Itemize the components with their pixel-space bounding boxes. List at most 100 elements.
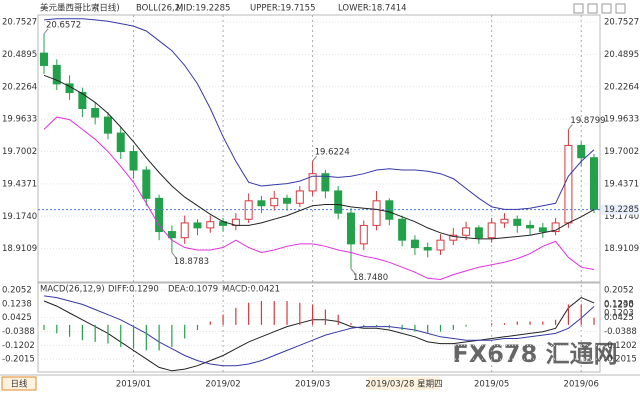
candle-body: [436, 239, 445, 251]
candle-body: [577, 144, 586, 159]
annotation-leader: [312, 155, 317, 162]
candle-body: [526, 224, 535, 229]
candle-body: [155, 197, 164, 233]
icon[interactable]: [573, 3, 584, 14]
series-line: [43, 295, 595, 367]
candle-body: [295, 190, 304, 204]
y-tick-label: 19.9633: [604, 115, 639, 125]
candle-body: [474, 227, 483, 239]
candle-body: [359, 224, 368, 245]
y-tick-label: -0.2015: [604, 355, 637, 365]
y-tick-label: 0.2052: [604, 285, 634, 295]
cursor-date: 2019/03/28 星期四: [365, 380, 442, 390]
y-tick-label: 18.9109: [604, 244, 639, 254]
series-line: [43, 74, 595, 240]
indicator-value: DEA:0.1079: [168, 285, 218, 295]
price-panel: [37, 14, 601, 283]
candle-body: [321, 173, 330, 192]
icon[interactable]: [587, 3, 598, 14]
indicator-value: MID:19.2285: [176, 4, 230, 14]
candle-body: [78, 92, 87, 110]
series-line: [43, 297, 595, 372]
icon[interactable]: [615, 3, 626, 14]
y-tick-label: 20.4895: [604, 50, 639, 60]
candle-body: [180, 222, 189, 239]
annotation-leader: [350, 268, 356, 275]
y-tick-label: -0.0388: [2, 327, 35, 337]
candle-body: [487, 222, 496, 239]
y-tick-label: 20.4895: [2, 50, 37, 60]
x-tick-label: 2019/02: [205, 380, 240, 390]
y-tick-label: -0.1202: [604, 341, 637, 351]
candle-body: [564, 144, 573, 224]
high-label: 20.6572: [46, 20, 81, 30]
watermark: FX678 汇通网: [452, 340, 617, 368]
candle-body: [346, 212, 355, 245]
annotation-leader: [171, 252, 177, 258]
chart-title: 美元墨西哥比索: [40, 3, 100, 14]
y-tick-label: 19.4371: [604, 179, 639, 189]
y-tick-label: 0.0425: [604, 313, 634, 323]
y-tick-label: 0.1238: [604, 299, 634, 309]
candle-body: [334, 190, 343, 214]
candle-body: [423, 247, 432, 251]
cursor-date-box: [368, 377, 440, 390]
last-price-label: 19.2285: [604, 205, 639, 215]
last-price-box: [601, 204, 639, 215]
annotation-leader: [43, 28, 49, 35]
y-tick-label: 19.7002: [604, 147, 639, 157]
candle-body: [538, 227, 547, 233]
candle-body: [257, 200, 266, 207]
y-tick-label: 19.1740: [604, 212, 639, 222]
y-tick-label: 19.4371: [2, 179, 37, 189]
y-tick-label: 19.9633: [2, 115, 37, 125]
y-tick-label: 20.7527: [604, 18, 639, 28]
high-label: 19.6224: [315, 148, 350, 158]
series-line: [43, 116, 595, 281]
candle-body: [462, 227, 471, 236]
candle-body: [40, 52, 48, 66]
candle-body: [372, 200, 381, 226]
candle-body: [283, 197, 292, 204]
indicator-value: LOWER:18.7414: [338, 4, 407, 14]
macd-title: MACD(26,12,9): [40, 285, 105, 295]
candle-body: [500, 218, 509, 224]
y-tick-label: 19.7002: [2, 147, 37, 157]
candle-body: [103, 116, 112, 134]
candle-body: [116, 132, 125, 153]
y-tick-label: 20.2264: [604, 82, 639, 92]
candle-body: [244, 200, 253, 220]
candle-body: [513, 218, 522, 226]
candle-body: [449, 234, 458, 241]
toolbar-icons: [573, 3, 626, 14]
y-tick-label: -0.2015: [2, 355, 35, 365]
macd-current-label: 0.1290: [604, 301, 634, 311]
y-tick-label: 0.0425: [2, 313, 32, 323]
candle-body: [193, 222, 202, 229]
candle-body: [52, 64, 61, 85]
indicator-value: UPPER:19.7155: [250, 4, 316, 14]
low-label: 18.7480: [353, 273, 388, 283]
period-button-label[interactable]: 日线: [10, 379, 28, 390]
period-button[interactable]: [1, 376, 37, 391]
y-tick-label: -0.1202: [2, 341, 35, 351]
y-tick-label: 0.2052: [2, 285, 32, 295]
candle-body: [129, 151, 138, 171]
low-label: 18.8783: [174, 257, 209, 267]
x-tick-label: 2019/06: [564, 380, 599, 390]
y-tick-label: 19.1740: [2, 212, 37, 222]
y-tick-label: 0.1238: [2, 299, 32, 309]
period-label: (日线): [96, 3, 120, 14]
x-tick-label: 2019/01: [116, 380, 151, 390]
annotation-leader: [568, 124, 573, 130]
macd-panel: [37, 282, 601, 373]
candle-body: [91, 108, 100, 118]
y-tick-label: -0.0388: [604, 327, 637, 337]
candle-body: [385, 200, 394, 220]
candle-body: [398, 218, 407, 241]
icon[interactable]: [601, 3, 612, 14]
y-tick-label: 20.7527: [2, 18, 37, 28]
x-tick-label: 2019/03: [295, 380, 330, 390]
candle-body: [410, 239, 419, 249]
y-tick-label: 20.2264: [2, 82, 37, 92]
